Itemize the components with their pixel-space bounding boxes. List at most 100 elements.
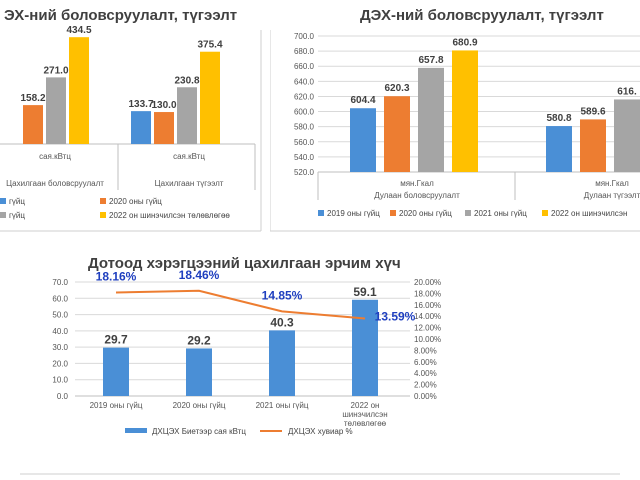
bar: [69, 37, 89, 144]
category-label: сая.кВтц: [173, 152, 205, 161]
data-label: 434.5: [66, 25, 91, 36]
y-tick-label-right: 18.00%: [414, 289, 441, 298]
y-tick-label: 30.0: [52, 343, 68, 352]
legend-label: ДХЦЭХ хувиар %: [288, 427, 353, 436]
data-label: 589.6: [580, 106, 605, 117]
bar: [131, 111, 151, 144]
y-tick-label-right: 8.00%: [414, 346, 437, 355]
series-line: [115, 289, 366, 320]
y-tick-label: 620.0: [294, 92, 315, 101]
bar: [418, 67, 444, 172]
data-label: 375.4: [197, 40, 222, 51]
y-tick-label-right: 6.00%: [414, 358, 437, 367]
chart-panel-heat: ДЭХ-ний боловсруулалт, түгээлт 700.0 680.…: [270, 0, 640, 232]
group-label: Дулаан боловсруулалт: [374, 191, 460, 200]
bar: [614, 99, 640, 172]
y-tick-label: 640.0: [294, 77, 315, 86]
group-label: Цахилгаан түгээлт: [155, 179, 224, 188]
bar: [546, 126, 572, 172]
percent-label: 13.59%: [375, 310, 416, 324]
y-tick-label: 520.0: [294, 168, 315, 177]
legend-swatch: [542, 210, 548, 216]
bar: [350, 108, 376, 172]
group-label: Дулаан түгээлт: [584, 191, 640, 200]
bar: [186, 348, 212, 396]
bar: [269, 330, 295, 396]
y-tick-label-right: 10.00%: [414, 335, 441, 344]
bar: [200, 51, 220, 144]
percent-label: 18.46%: [179, 268, 220, 282]
data-label: 158.2: [20, 93, 45, 104]
heat-chart: ДЭХ-ний боловсруулалт, түгээлт 700.0 680.…: [270, 7, 640, 232]
legend-swatch: [100, 198, 106, 204]
category-label: 2020 оны гүйц: [173, 401, 226, 410]
y-tick-label: 0.0: [57, 392, 69, 401]
legend-swatch: [390, 210, 396, 216]
data-label: 29.2: [187, 333, 211, 347]
y-tick-label: 40.0: [52, 327, 68, 336]
y-tick-label-right: 12.00%: [414, 324, 441, 333]
y-tick-label: 600.0: [294, 108, 315, 117]
legend-label: гүйц: [9, 197, 25, 206]
y-tick-label-right: 16.00%: [414, 301, 441, 310]
internal-use-chart: Дотоод хэрэгцээний цахилгаан эрчим хүч 7…: [20, 255, 620, 475]
legend-label: 2020 оны гүйц: [399, 209, 452, 218]
legend-swatch: [0, 198, 6, 204]
data-label: 680.9: [452, 37, 477, 48]
category-label: 2022 он: [351, 401, 380, 410]
y-tick-label-right: 0.00%: [414, 392, 437, 401]
data-label: 271.0: [43, 65, 68, 76]
legend-label: 2019 оны гүйц: [327, 209, 380, 218]
legend-label: 2022 он шинэчилсэн: [551, 209, 627, 218]
y-tick-label: 660.0: [294, 62, 315, 71]
bar: [352, 299, 378, 396]
y-tick-label-right: 2.00%: [414, 381, 437, 390]
category-label: 2021 оны гүйц: [256, 401, 309, 410]
y-tick-label-right: 4.00%: [414, 369, 437, 378]
data-label: 657.8: [418, 55, 443, 66]
y-tick-label: 700.0: [294, 32, 315, 41]
legend: ДХЦЭХ Биетээр сая кВтц ДХЦЭХ хувиар %: [125, 427, 353, 436]
bar: [177, 87, 197, 144]
percent-label: 18.16%: [96, 269, 137, 283]
y-tick-label: 70.0: [52, 278, 68, 287]
bar: [154, 112, 174, 144]
category-label: мян.Гкал: [400, 179, 434, 188]
y-tick-label: 580.0: [294, 123, 315, 132]
legend-swatch: [318, 210, 324, 216]
data-label: 133.7: [128, 99, 153, 110]
data-label: 604.4: [350, 95, 375, 106]
electricity-chart: ЭХ-ний боловсруулалт, түгээлт 133.7 158.2…: [0, 7, 262, 232]
chart-title: Дотоод хэрэгцээний цахилгаан эрчим хүч: [88, 255, 401, 272]
data-label: 620.3: [384, 83, 409, 94]
percent-label: 14.85%: [262, 288, 303, 302]
group-label: Цахилгаан боловсруулалт: [6, 179, 104, 188]
legend-label: 2022 он шинэчилсэн төлөвлөгөө: [109, 211, 230, 220]
bar: [23, 105, 43, 144]
legend-label: гүйц: [9, 211, 25, 220]
y-tick-label: 560.0: [294, 138, 315, 147]
category-label: төлөвлөгөө: [344, 419, 387, 428]
bar: [580, 119, 606, 172]
data-label: 580.8: [546, 113, 571, 124]
y-tick-label: 60.0: [52, 294, 68, 303]
bar: [46, 77, 66, 144]
chart-title: ЭХ-ний боловсруулалт, түгээлт: [4, 7, 237, 24]
y-tick-label: 540.0: [294, 153, 315, 162]
legend-swatch: [465, 210, 471, 216]
legend-label: 2020 оны гүйц: [109, 197, 162, 206]
legend-swatch: [0, 212, 6, 218]
y-tick-label-right: 20.00%: [414, 278, 441, 287]
legend-label: 2021 оны гүйц: [474, 209, 527, 218]
data-label: 29.7: [104, 333, 128, 347]
data-label: 40.3: [270, 315, 294, 329]
category-label: шинэчилсэн: [342, 410, 387, 419]
legend: 2019 оны гүйц 2020 оны гүйц 2021 оны гүй…: [318, 209, 627, 218]
category-label: мян.Гкал: [595, 179, 629, 188]
chart-panel-electricity: ЭХ-ний боловсруулалт, түгээлт 133.7 158.2…: [0, 0, 262, 232]
y-tick-label: 20.0: [52, 359, 68, 368]
legend: гүйц 2020 оны гүйц гүйц 2022 он шинэчилс…: [0, 197, 230, 220]
legend-label: ДХЦЭХ Биетээр сая кВтц: [152, 427, 246, 436]
chart-title: ДЭХ-ний боловсруулалт, түгээлт: [360, 7, 604, 24]
category-label: 2019 оны гүйц: [90, 401, 143, 410]
